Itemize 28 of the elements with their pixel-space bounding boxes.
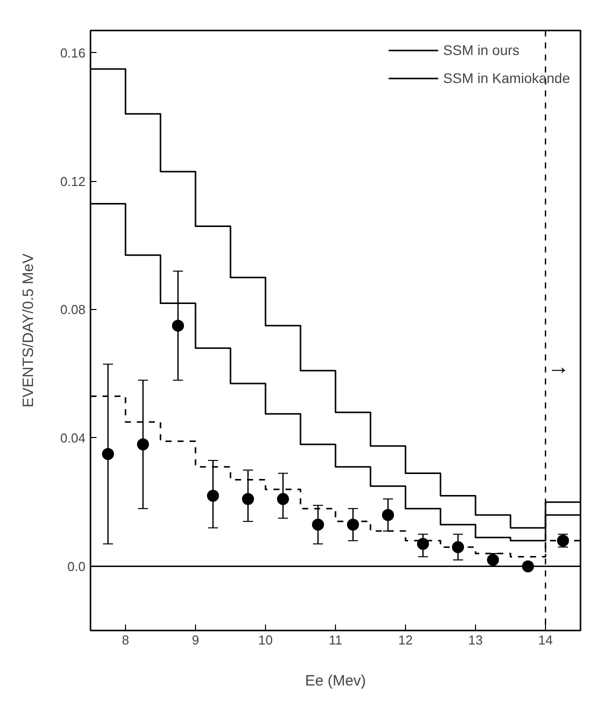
x-tick-label: 9 bbox=[192, 632, 200, 648]
y-tick-label: 0.0 bbox=[67, 558, 86, 574]
point bbox=[417, 538, 429, 550]
x-tick-label: 8 bbox=[122, 632, 130, 648]
y-axis-title: EVENTS/DAY/0.5 MeV bbox=[20, 254, 38, 408]
legend-label: SSM in ours bbox=[443, 42, 520, 58]
x-tick-label: 10 bbox=[258, 632, 273, 648]
x-tick-label: 13 bbox=[468, 632, 483, 648]
point bbox=[207, 490, 219, 502]
y-tick-label: 0.12 bbox=[60, 174, 86, 189]
y-tick-label: 0.04 bbox=[60, 430, 86, 446]
point bbox=[382, 509, 394, 521]
x-axis-title: Ee (Mev) bbox=[305, 672, 366, 690]
point bbox=[277, 492, 289, 505]
ref-line-label: → bbox=[548, 354, 570, 379]
point bbox=[347, 518, 359, 531]
legend-label: SSM in Kamiokande bbox=[443, 70, 570, 86]
y-tick-label: 0.08 bbox=[60, 302, 86, 318]
point bbox=[137, 438, 149, 450]
y-tick-label: 0.16 bbox=[60, 45, 86, 60]
x-tick-label: 11 bbox=[328, 632, 342, 648]
x-tick-label: 14 bbox=[538, 632, 553, 648]
point bbox=[242, 492, 254, 505]
point bbox=[452, 541, 464, 554]
point bbox=[172, 320, 184, 332]
x-tick-label: 12 bbox=[398, 632, 413, 648]
point bbox=[312, 518, 324, 531]
point bbox=[102, 448, 114, 460]
